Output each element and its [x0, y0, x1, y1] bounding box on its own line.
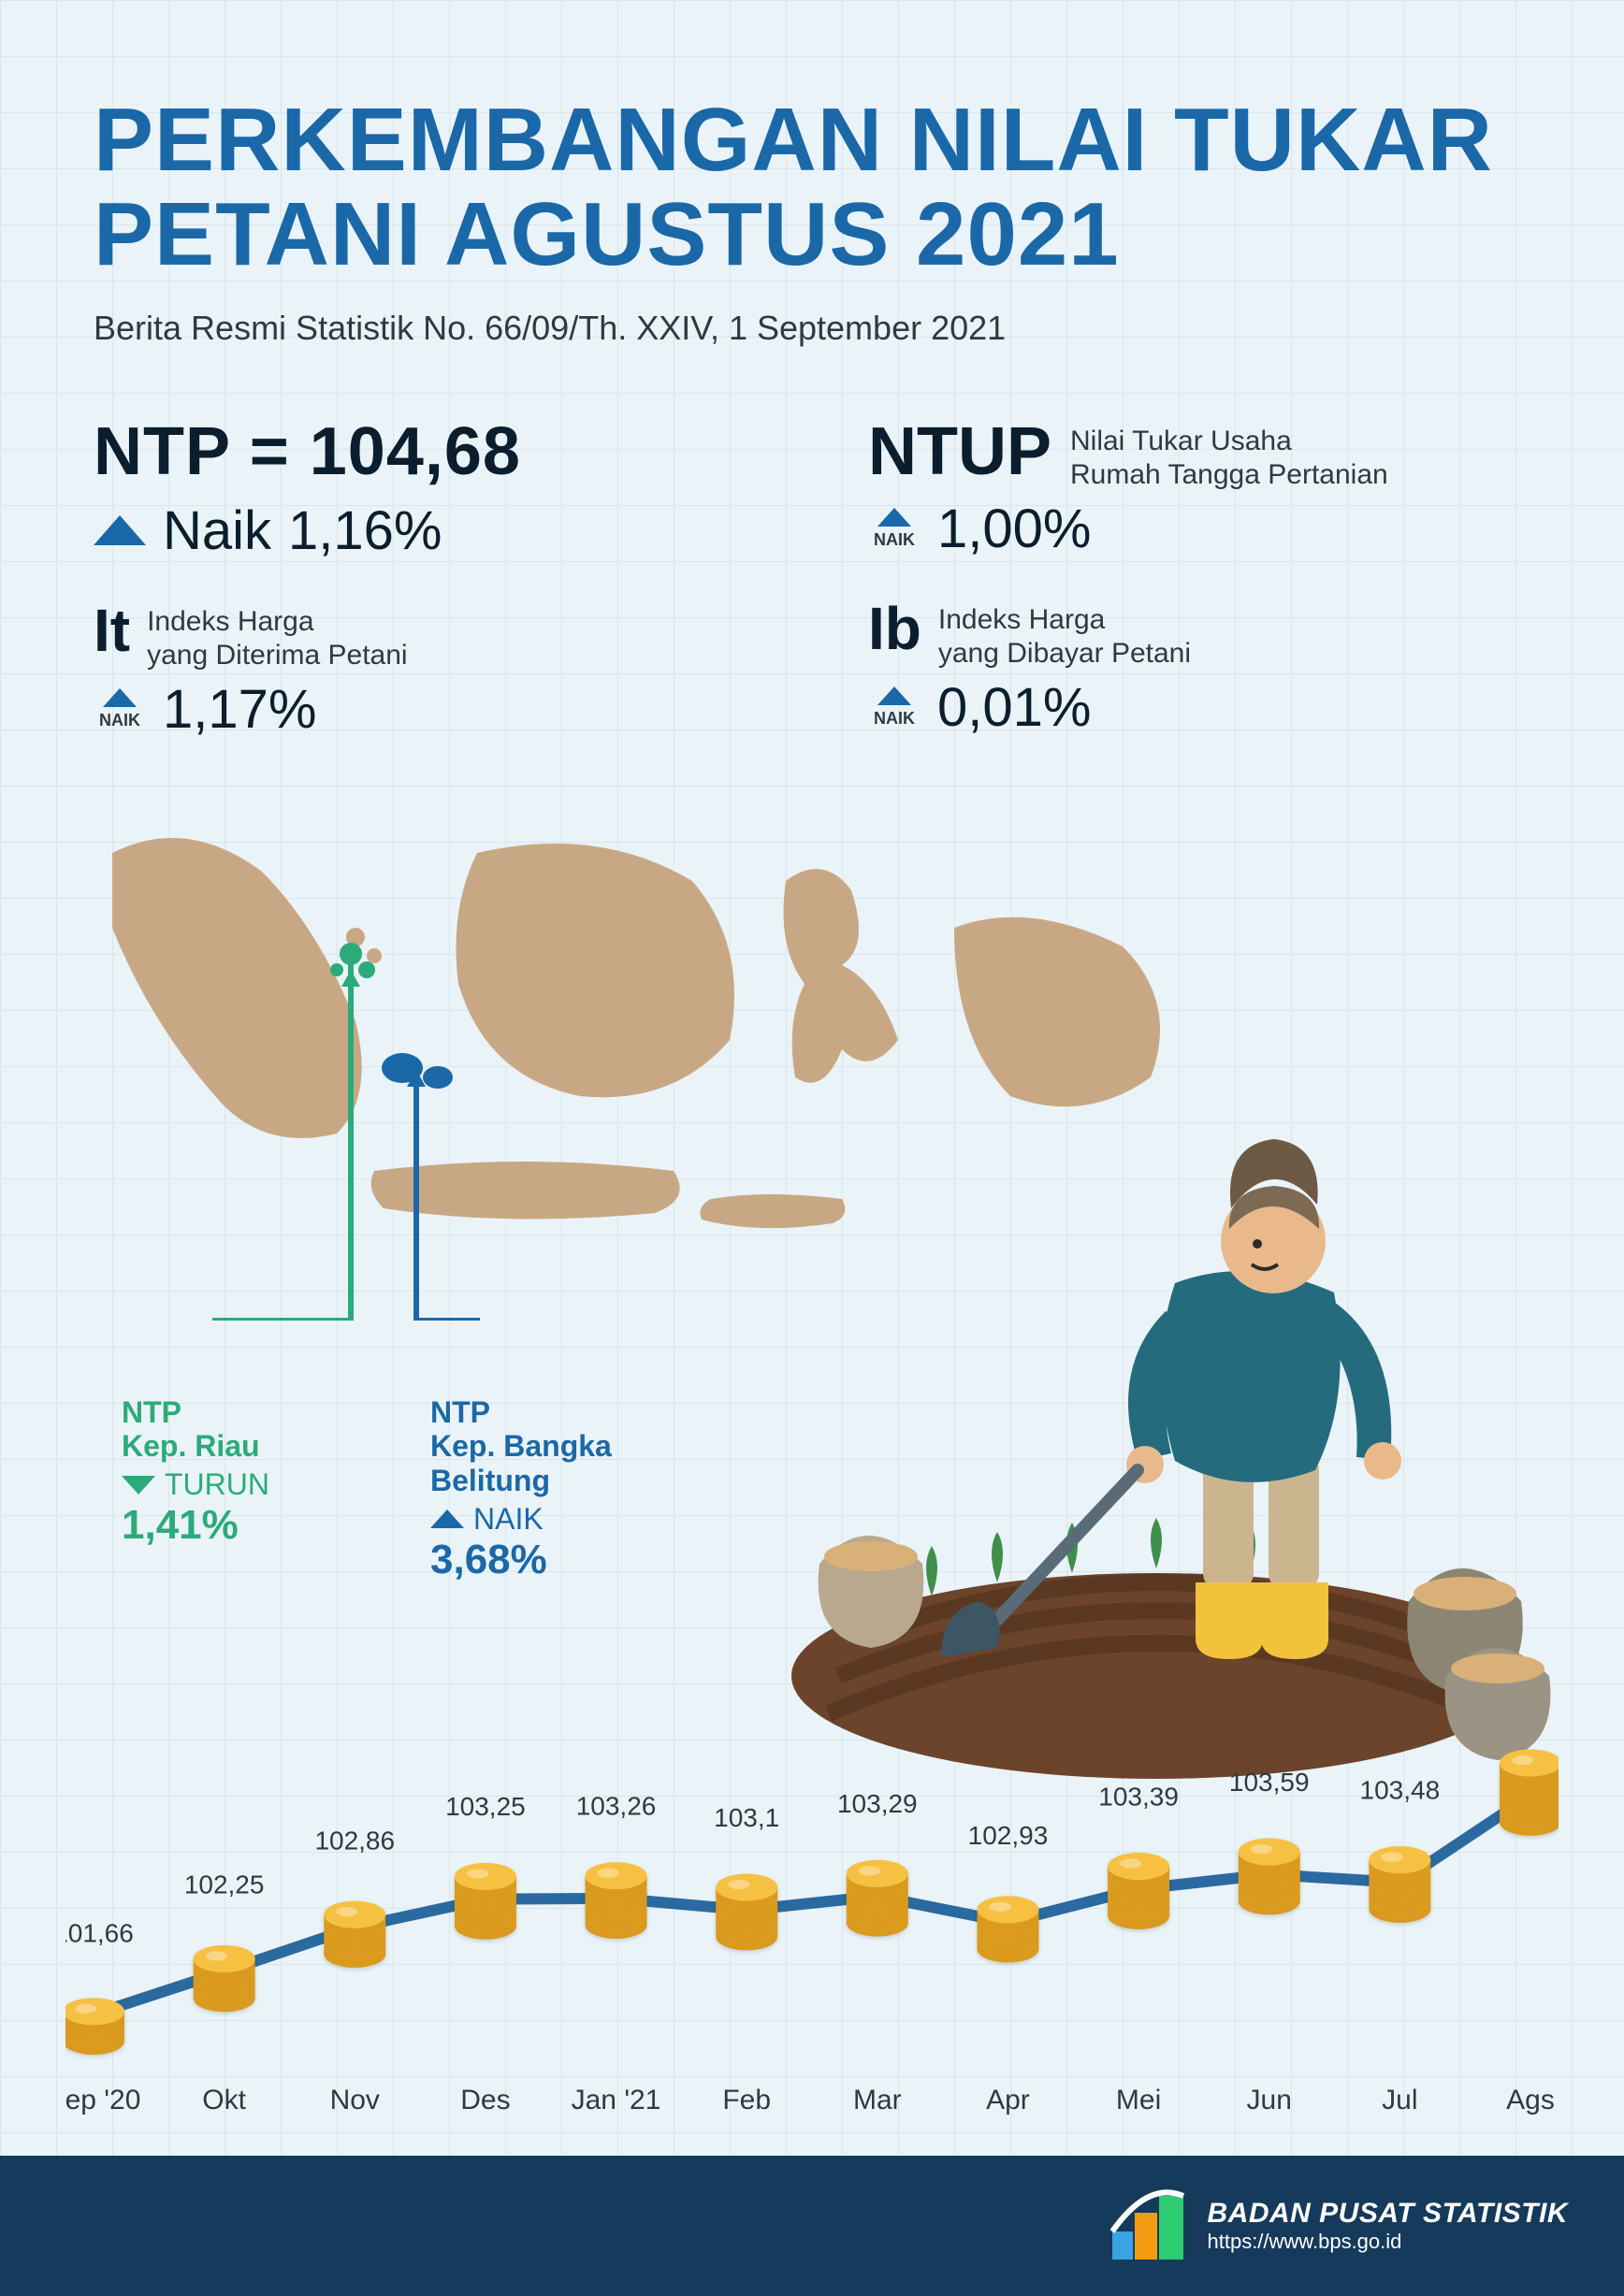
ntup-desc: Nilai Tukar Usaha Rumah Tangga Pertanian [1070, 413, 1388, 492]
svg-text:101,66: 101,66 [65, 1918, 134, 1947]
footer-org: BADAN PUSAT STATISTIK [1208, 2198, 1569, 2230]
svg-text:102,86: 102,86 [314, 1826, 395, 1855]
ntup-abbr: NTUP [868, 413, 1051, 490]
svg-text:102,93: 102,93 [968, 1821, 1049, 1850]
it-desc: Indeks Harga yang Diterima Petani [147, 596, 407, 672]
triangle-up-icon [94, 515, 146, 545]
farmer-illustration [763, 1077, 1587, 1788]
svg-text:Jun: Jun [1247, 2085, 1292, 2115]
svg-text:103,39: 103,39 [1098, 1782, 1179, 1811]
ntup-dir: NAIK [874, 530, 915, 550]
ntup-pct: 1,00% [937, 498, 1091, 560]
svg-text:Mar: Mar [853, 2085, 902, 2115]
svg-text:Apr: Apr [986, 2085, 1030, 2115]
babel-l3: Belitung [430, 1464, 550, 1497]
callout-riau: NTP Kep. Riau TURUN 1,41% [122, 1395, 269, 1550]
ib-pct: 0,01% [937, 676, 1091, 739]
ib-abbr: Ib [868, 594, 921, 663]
svg-text:Ags: Ags [1506, 2085, 1555, 2115]
babel-l1: NTP [430, 1395, 490, 1429]
triangle-up-icon [877, 686, 911, 705]
content-area: PERKEMBANGAN NILAI TUKAR PETANI AGUSTUS … [0, 0, 1624, 1732]
babel-l2: Kep. Bangka [430, 1429, 612, 1463]
it-pct: 1,17% [163, 678, 316, 741]
footer-url: https://www.bps.go.id [1208, 2230, 1569, 2254]
svg-text:Feb: Feb [722, 2085, 771, 2115]
riau-dir: TURUN [165, 1467, 269, 1502]
metrics-right: NTUP Nilai Tukar Usaha Rumah Tangga Pert… [868, 413, 1530, 741]
babel-dir: NAIK [473, 1502, 544, 1537]
triangle-up-icon [877, 508, 911, 527]
page-subtitle: Berita Resmi Statistik No. 66/09/Th. XXI… [94, 309, 1530, 348]
metrics-row: NTP = 104,68 Naik 1,16% It Indeks Harga … [94, 413, 1530, 741]
svg-text:103,48: 103,48 [1360, 1775, 1441, 1804]
svg-text:Okt: Okt [202, 2085, 246, 2115]
ib-desc: Indeks Harga yang Dibayar Petani [938, 594, 1191, 671]
ntp-change-pct: 1,16% [288, 499, 442, 562]
ntp-change-word: Naik [163, 499, 271, 562]
ntp-line-chart: 101,66 Sep '20 102,25 Okt 102,86 Nov 103,25 Des… [0, 1726, 1624, 2128]
it-dir: NAIK [99, 711, 140, 730]
ntp-value: NTP = 104,68 [94, 413, 756, 490]
it-abbr: It [94, 596, 130, 665]
babel-pct: 3,68% [430, 1537, 612, 1583]
footer-bar: BADAN PUSAT STATISTIK https://www.bps.go… [0, 2156, 1624, 2296]
triangle-up-icon [103, 688, 137, 707]
svg-text:Des: Des [460, 2085, 510, 2115]
triangle-down-icon [122, 1476, 155, 1495]
svg-text:Mei: Mei [1116, 2085, 1161, 2115]
callout-babel: NTP Kep. Bangka Belitung NAIK 3,68% [430, 1395, 612, 1583]
svg-text:103,1: 103,1 [714, 1803, 779, 1832]
metrics-left: NTP = 104,68 Naik 1,16% It Indeks Harga … [94, 413, 756, 741]
map-illustration-area: NTP Kep. Riau TURUN 1,41% NTP Kep. Bangk… [94, 797, 1530, 1732]
svg-text:103,59: 103,59 [1229, 1768, 1310, 1797]
page-title: PERKEMBANGAN NILAI TUKAR PETANI AGUSTUS … [94, 94, 1530, 282]
svg-text:102,25: 102,25 [184, 1870, 265, 1899]
svg-text:103,26: 103,26 [576, 1791, 657, 1820]
triangle-up-icon [430, 1509, 464, 1528]
svg-text:Sep '20: Sep '20 [65, 2085, 140, 2115]
svg-text:Jan '21: Jan '21 [572, 2085, 661, 2115]
svg-text:103,29: 103,29 [837, 1789, 918, 1818]
bps-logo-icon [1107, 2185, 1189, 2267]
ib-dir: NAIK [874, 709, 915, 729]
riau-l2: Kep. Riau [122, 1429, 260, 1463]
riau-l1: NTP [122, 1395, 181, 1429]
svg-text:Jul: Jul [1382, 2085, 1417, 2115]
chart-svg: 101,66 Sep '20 102,25 Okt 102,86 Nov 103,25 Des… [65, 1726, 1559, 2128]
svg-text:Nov: Nov [330, 2085, 380, 2115]
svg-text:103,25: 103,25 [445, 1792, 526, 1821]
riau-pct: 1,41% [122, 1502, 269, 1549]
